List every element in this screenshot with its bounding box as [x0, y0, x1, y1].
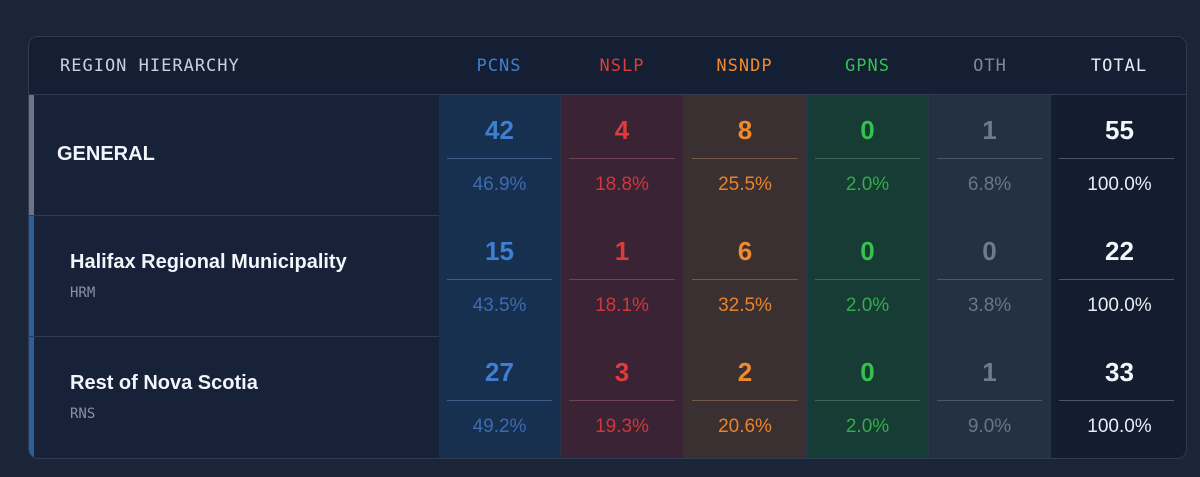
- region-code: RNS: [70, 406, 96, 422]
- header-pcns[interactable]: PCNS: [476, 56, 522, 76]
- count-oth: 1: [982, 357, 997, 387]
- pct-nslp: 18.1%: [595, 295, 649, 316]
- cell-pcns: 15 43.5%: [439, 216, 561, 337]
- count-gpns: 0: [860, 115, 875, 145]
- header-total[interactable]: TOTAL: [1090, 56, 1148, 76]
- cell-gpns: 0 2.0%: [807, 216, 929, 337]
- cell-nslp: 4 18.8%: [561, 95, 684, 216]
- header-oth[interactable]: OTH: [973, 56, 1007, 76]
- cell-nsndp: 2 20.6%: [684, 337, 807, 458]
- count-total: 55: [1105, 115, 1134, 145]
- pct-oth: 9.0%: [967, 416, 1012, 437]
- table-row-rns[interactable]: Rest of Nova Scotia RNS 27 49.2% 3 19.3%…: [29, 337, 1186, 458]
- cell-divider: [692, 158, 798, 159]
- count-nsndp: 6: [737, 236, 753, 266]
- count-oth: 1: [982, 115, 997, 145]
- pct-total: 100.0%: [1087, 295, 1152, 316]
- region-code: HRM: [70, 285, 96, 301]
- header-region-hierarchy[interactable]: REGION HIERARCHY: [60, 56, 240, 76]
- cell-divider: [1059, 400, 1174, 401]
- cell-total: 22 100.0%: [1051, 216, 1186, 337]
- count-nslp: 1: [614, 236, 630, 266]
- cell-divider: [815, 400, 920, 401]
- cell-gpns: 0 2.0%: [807, 337, 929, 458]
- region-name: Rest of Nova Scotia: [70, 372, 258, 394]
- cell-divider: [1059, 158, 1174, 159]
- cell-divider: [937, 279, 1042, 280]
- count-nsndp: 8: [737, 115, 753, 145]
- pct-gpns: 2.0%: [845, 174, 890, 195]
- cell-total: 55 100.0%: [1051, 95, 1186, 216]
- count-gpns: 0: [860, 357, 875, 387]
- cell-divider: [569, 400, 675, 401]
- cell-divider: [815, 279, 920, 280]
- count-pcns: 27: [485, 357, 514, 387]
- header-gpns[interactable]: GPNS: [845, 56, 890, 76]
- count-nsndp: 2: [737, 357, 753, 387]
- cell-divider: [937, 400, 1042, 401]
- cell-pcns: 42 46.9%: [439, 95, 561, 216]
- count-nslp: 4: [614, 115, 630, 145]
- row-accent-bar: [29, 216, 34, 336]
- count-gpns: 0: [860, 236, 875, 266]
- pct-total: 100.0%: [1087, 416, 1152, 437]
- cell-divider: [937, 158, 1042, 159]
- cell-oth: 0 3.8%: [929, 216, 1051, 337]
- cell-total: 33 100.0%: [1051, 337, 1186, 458]
- cell-nslp: 1 18.1%: [561, 216, 684, 337]
- cell-nsndp: 6 32.5%: [684, 216, 807, 337]
- cell-divider: [815, 158, 920, 159]
- pct-nslp: 18.8%: [595, 174, 649, 195]
- count-nslp: 3: [614, 357, 630, 387]
- table-row-general[interactable]: GENERAL 42 46.9% 4 18.8% 8 25.5% 0 2.0% …: [29, 95, 1186, 216]
- header-nslp[interactable]: NSLP: [599, 56, 645, 76]
- pct-nsndp: 20.6%: [718, 416, 772, 437]
- cell-divider: [447, 158, 552, 159]
- cell-divider: [447, 279, 552, 280]
- pct-oth: 3.8%: [967, 295, 1012, 316]
- cell-divider: [692, 400, 798, 401]
- pct-oth: 6.8%: [967, 174, 1012, 195]
- table-row-hrm[interactable]: Halifax Regional Municipality HRM 15 43.…: [29, 216, 1186, 337]
- cell-divider: [569, 158, 675, 159]
- cell-nsndp: 8 25.5%: [684, 95, 807, 216]
- cell-gpns: 0 2.0%: [807, 95, 929, 216]
- cell-divider: [1059, 279, 1174, 280]
- row-accent-bar: [29, 95, 34, 215]
- count-pcns: 15: [485, 236, 514, 266]
- pct-total: 100.0%: [1087, 174, 1152, 195]
- header-nsndp[interactable]: NSNDP: [716, 56, 773, 76]
- pct-gpns: 2.0%: [845, 295, 890, 316]
- cell-nslp: 3 19.3%: [561, 337, 684, 458]
- pct-nslp: 19.3%: [595, 416, 649, 437]
- pct-nsndp: 32.5%: [718, 295, 772, 316]
- cell-divider: [447, 400, 552, 401]
- pct-gpns: 2.0%: [845, 416, 890, 437]
- count-pcns: 42: [485, 115, 514, 145]
- cell-divider: [569, 279, 675, 280]
- table-header: REGION HIERARCHY PCNS NSLP NSNDP GPNS OT…: [29, 37, 1186, 95]
- pct-pcns: 43.5%: [472, 295, 527, 316]
- count-total: 22: [1105, 236, 1134, 266]
- pct-nsndp: 25.5%: [718, 174, 772, 195]
- row-accent-bar: [29, 337, 34, 458]
- cell-pcns: 27 49.2%: [439, 337, 561, 458]
- cell-oth: 1 9.0%: [929, 337, 1051, 458]
- pct-pcns: 46.9%: [472, 174, 527, 195]
- region-name: Halifax Regional Municipality: [70, 251, 347, 273]
- count-oth: 0: [982, 236, 997, 266]
- pct-pcns: 49.2%: [472, 416, 527, 437]
- region-hierarchy-table: REGION HIERARCHY PCNS NSLP NSNDP GPNS OT…: [28, 36, 1187, 459]
- region-name: GENERAL: [57, 143, 155, 165]
- count-total: 33: [1105, 357, 1134, 387]
- cell-oth: 1 6.8%: [929, 95, 1051, 216]
- cell-divider: [692, 279, 798, 280]
